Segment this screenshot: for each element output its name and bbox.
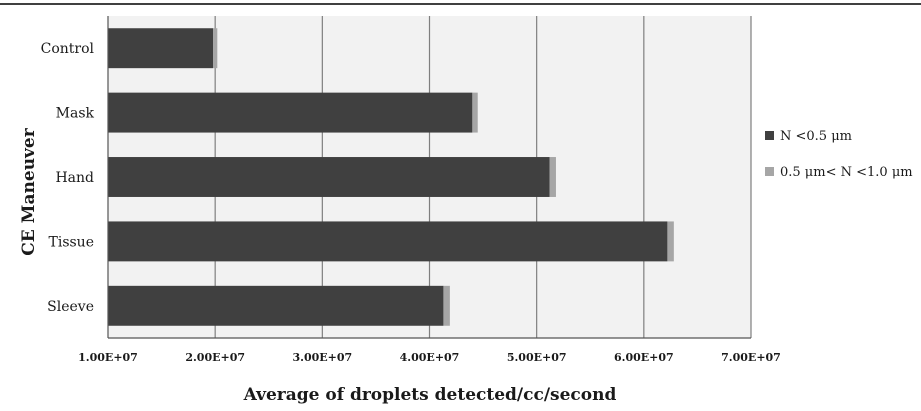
- legend-swatch: [765, 167, 774, 176]
- bar-segment: [108, 157, 550, 197]
- bar-segment: [108, 28, 214, 69]
- legend-label: 0.5 μm< N <1.0 μm: [780, 165, 913, 180]
- x-tick-label: 5.00E+07: [507, 351, 567, 364]
- axes: [107, 16, 751, 339]
- bar-segment: [108, 92, 473, 133]
- bar-segment: [108, 221, 668, 262]
- bar-segment: [472, 92, 478, 133]
- bar-segment: [108, 285, 444, 326]
- x-tick-label: 6.00E+07: [614, 351, 674, 364]
- bar-segment: [443, 285, 450, 326]
- x-axis-title: Average of droplets detected/cc/second: [243, 385, 617, 405]
- category-label: Tissue: [49, 234, 95, 250]
- bar-segment: [667, 221, 674, 262]
- category-label: Hand: [55, 170, 94, 186]
- x-tick-labels: 1.00E+07 2.00E+07 3.00E+07 4.00E+07 5.00E+07…: [78, 351, 781, 364]
- category-label: Mask: [56, 106, 95, 122]
- legend-swatch: [765, 131, 774, 140]
- category-label: Control: [41, 41, 95, 57]
- category-labels: Control Mask Hand Tissue Sleeve: [41, 41, 95, 315]
- x-tick-label: 2.00E+07: [185, 351, 245, 364]
- category-label: Sleeve: [47, 299, 94, 315]
- bar-segment: [549, 157, 556, 197]
- legend: N <0.5 μm 0.5 μm< N <1.0 μm: [765, 129, 913, 180]
- x-tick-label: 4.00E+07: [400, 351, 460, 364]
- x-tick-label: 1.00E+07: [78, 351, 138, 364]
- x-tick-label: 3.00E+07: [292, 351, 352, 364]
- legend-label: N <0.5 μm: [780, 129, 852, 144]
- bars: [108, 28, 674, 326]
- y-axis-title: CE Maneuver: [19, 127, 39, 255]
- x-tick-label: 7.00E+07: [721, 351, 781, 364]
- bar-segment: [213, 28, 218, 69]
